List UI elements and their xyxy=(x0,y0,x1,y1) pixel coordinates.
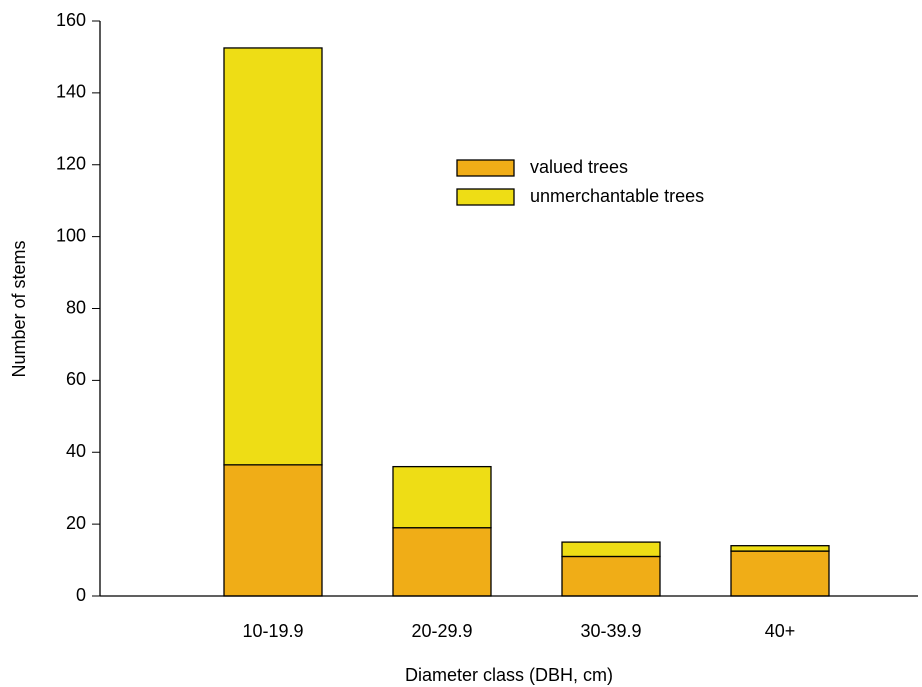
bar-segment xyxy=(392,465,492,529)
x-tick-label: 40+ xyxy=(765,621,796,641)
legend-swatch xyxy=(456,188,515,206)
y-tick-label: 80 xyxy=(66,297,86,317)
y-tick-label: 20 xyxy=(66,513,86,533)
x-axis-title: Diameter class (DBH, cm) xyxy=(405,665,613,685)
bar-segment xyxy=(392,527,492,597)
legend-swatch xyxy=(456,159,515,177)
y-tick-label: 40 xyxy=(66,441,86,461)
x-tick-label: 10-19.9 xyxy=(242,621,303,641)
x-tick-label: 30-39.9 xyxy=(580,621,641,641)
bar-segment xyxy=(730,550,830,597)
bar-segment xyxy=(561,555,661,597)
y-tick-label: 0 xyxy=(76,585,86,605)
y-tick-label: 120 xyxy=(56,154,86,174)
x-tick-label: 20-29.9 xyxy=(411,621,472,641)
y-tick-label: 160 xyxy=(56,10,86,30)
legend-label: unmerchantable trees xyxy=(530,186,704,206)
y-tick-label: 140 xyxy=(56,82,86,102)
legend-label: valued trees xyxy=(530,157,628,177)
y-tick-label: 60 xyxy=(66,369,86,389)
bar-segment xyxy=(223,47,323,466)
bar-segment xyxy=(223,464,323,597)
y-axis-title: Number of stems xyxy=(9,240,29,377)
bar-segment xyxy=(561,541,661,558)
bar-segment xyxy=(730,545,830,552)
y-tick-label: 100 xyxy=(56,225,86,245)
